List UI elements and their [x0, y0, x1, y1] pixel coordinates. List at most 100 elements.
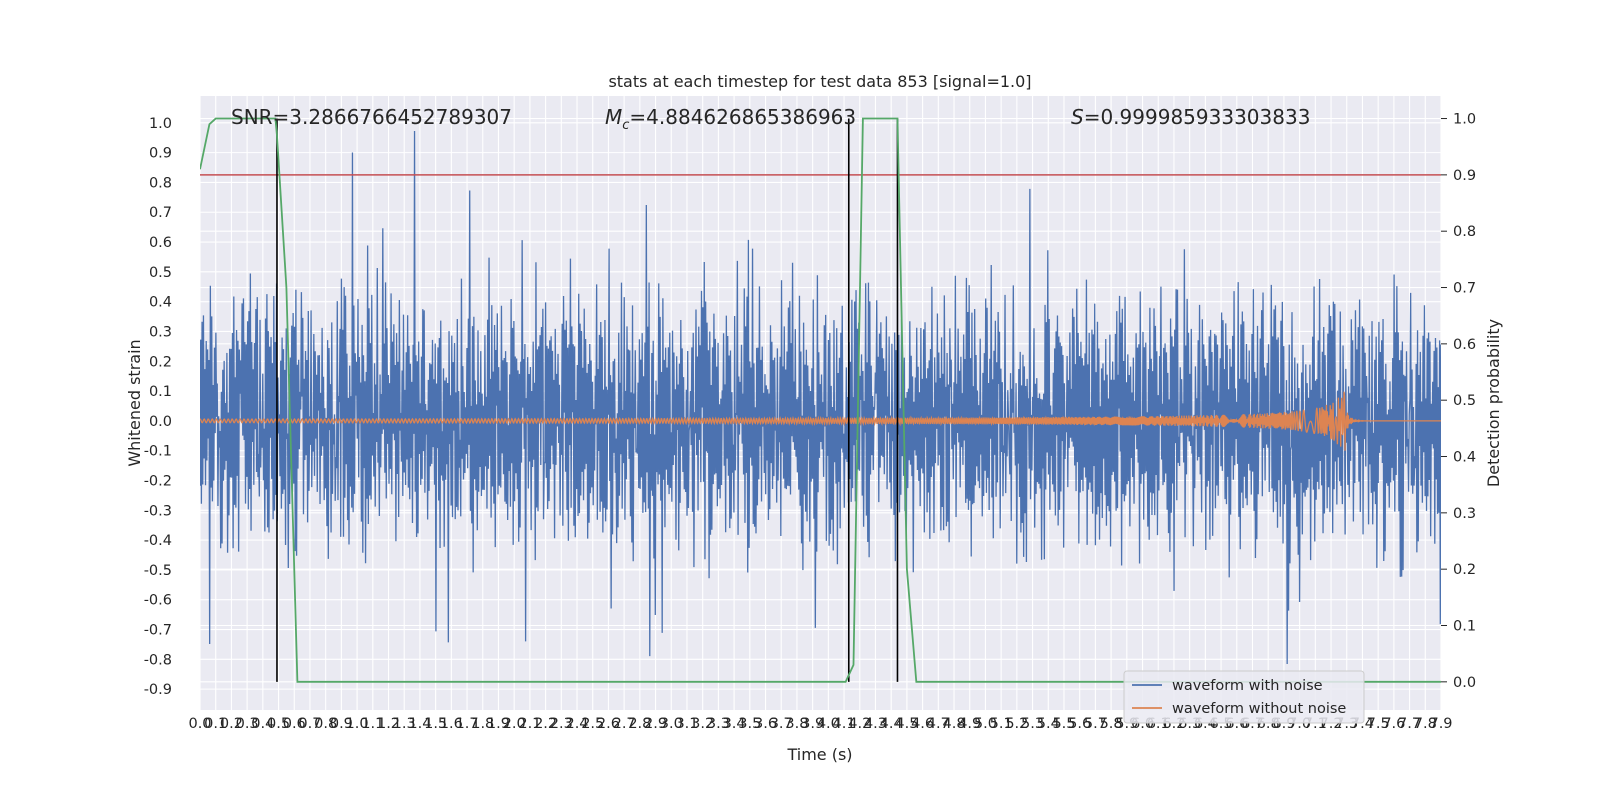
x-tick-label: 7.6 — [1382, 716, 1405, 732]
x-tick-label: 2.6 — [597, 716, 620, 732]
x-tick-label: 5.5 — [1052, 716, 1075, 732]
x-tick-label: 5.7 — [1084, 716, 1107, 732]
x-tick-label: 2.3 — [550, 716, 573, 732]
x-tick-label: 4.9 — [958, 716, 981, 732]
x-tick-label: 2.1 — [518, 716, 541, 732]
x-tick-label: 3.2 — [691, 716, 714, 732]
score-annotation: S=0.999985933303833 — [1071, 105, 1310, 129]
x-tick-label: 4.2 — [848, 716, 871, 732]
legend-label-noise: waveform with noise — [1172, 678, 1323, 694]
x-tick-label: 2.7 — [613, 716, 636, 732]
x-tick-label: 3.5 — [738, 716, 761, 732]
x-tick-label: 1.5 — [424, 716, 447, 732]
plot-content — [200, 117, 1441, 683]
y-left-tick-label: 0.9 — [149, 146, 172, 162]
x-tick-label: 1.0 — [346, 716, 369, 732]
y-left-tick-label: -0.6 — [144, 593, 172, 609]
x-tick-label: 3.9 — [801, 716, 824, 732]
x-tick-label: 7.9 — [1429, 716, 1452, 732]
series-waveform-without-noise — [200, 391, 1441, 451]
x-tick-label: 4.4 — [880, 716, 903, 732]
y-left-tick-label: 0.6 — [149, 235, 172, 251]
y-right-tick-label: 1.0 — [1453, 112, 1476, 128]
x-tick-label: 3.4 — [723, 716, 746, 732]
x-tick-label: 1.3 — [393, 716, 416, 732]
x-tick-label: 0.3 — [236, 716, 259, 732]
x-tick-label: 3.0 — [660, 716, 683, 732]
y-left-tick-label: -0.3 — [144, 503, 172, 519]
x-tick-label: 2.5 — [581, 716, 604, 732]
y-left-tick-label: -0.7 — [144, 623, 172, 639]
x-tick-label: 4.0 — [817, 716, 840, 732]
series-detection-probability — [200, 117, 1441, 683]
y-right-tick-label: 0.6 — [1453, 337, 1476, 353]
x-tick-label: 7.8 — [1414, 716, 1437, 732]
y-left-tick-label: -0.4 — [144, 533, 172, 549]
x-tick-label: 2.0 — [503, 716, 526, 732]
x-tick-label: 0.8 — [314, 716, 337, 732]
x-tick-label: 3.3 — [707, 716, 730, 732]
x-tick-label: 4.6 — [911, 716, 934, 732]
x-tick-label: 5.6 — [1068, 716, 1091, 732]
x-tick-label: 5.2 — [1005, 716, 1028, 732]
snr-annotation: SNR=3.2866766452789307 — [231, 105, 512, 129]
y-right-tick-label: 0.2 — [1453, 562, 1476, 578]
x-tick-label: 1.7 — [456, 716, 479, 732]
x-tick-label: 4.3 — [864, 716, 887, 732]
x-tick-label: 2.2 — [534, 716, 557, 732]
y-left-tick-label: -0.5 — [144, 563, 172, 579]
x-tick-label: 4.7 — [927, 716, 950, 732]
y-left-tick-label: 0.7 — [149, 205, 172, 221]
x-axis-ticks: 0.00.10.20.30.40.50.60.70.80.91.01.11.21… — [188, 716, 1452, 732]
x-tick-label: 0.1 — [204, 716, 227, 732]
y-right-tick-label: 0.1 — [1453, 619, 1476, 635]
x-tick-label: 7.5 — [1367, 716, 1390, 732]
x-tick-label: 0.7 — [298, 716, 321, 732]
x-tick-label: 7.7 — [1398, 716, 1421, 732]
x-axis-label: Time (s) — [786, 745, 852, 764]
x-tick-label: 3.8 — [785, 716, 808, 732]
x-tick-label: 5.4 — [1037, 716, 1060, 732]
y-left-tick-label: 1.0 — [149, 116, 172, 132]
x-tick-label: 4.8 — [942, 716, 965, 732]
y-left-tick-label: 0.2 — [149, 354, 172, 370]
x-tick-label: 2.8 — [628, 716, 651, 732]
y-left-tick-label: -0.8 — [144, 652, 172, 668]
x-tick-label: 0.9 — [330, 716, 353, 732]
y-right-tick-label: 0.4 — [1453, 450, 1476, 466]
x-tick-label: 3.6 — [754, 716, 777, 732]
x-tick-label: 0.0 — [188, 716, 211, 732]
y-left-tick-label: 0.5 — [149, 265, 172, 281]
y-right-tick-label: 0.3 — [1453, 506, 1476, 522]
x-tick-label: 0.5 — [267, 716, 290, 732]
x-tick-label: 1.9 — [487, 716, 510, 732]
legend-box — [1123, 670, 1365, 724]
x-tick-label: 2.4 — [565, 716, 588, 732]
y-right-tick-label: 0.9 — [1453, 168, 1476, 184]
y-left-tick-label: 0.1 — [149, 384, 172, 400]
y-axis-left-ticks: 1.0 0.9 0.8 0.7 0.6 0.5 0.4 0.3 0.2 0.1 0.0 -0.1 -0.… — [144, 116, 172, 698]
y-axis-right-ticks: 1.0 0.9 0.8 0.7 0.6 0.5 0.4 0.3 0.2 0.1 0.0 — [1441, 112, 1476, 691]
y-left-tick-label: 0.8 — [149, 175, 172, 191]
x-tick-label: 0.6 — [283, 716, 306, 732]
x-tick-label: 0.2 — [220, 716, 243, 732]
y-left-tick-label: 0.3 — [149, 324, 172, 340]
series-waveform-with-noise — [200, 130, 1441, 665]
x-tick-label: 4.5 — [895, 716, 918, 732]
legend-label-clean: waveform without noise — [1172, 701, 1346, 717]
x-tick-label: 2.9 — [644, 716, 667, 732]
y-right-tick-label: 0.5 — [1453, 393, 1476, 409]
x-tick-label: 5.0 — [974, 716, 997, 732]
x-tick-label: 1.6 — [440, 716, 463, 732]
x-tick-label: 1.4 — [408, 716, 431, 732]
x-tick-label: 0.4 — [251, 716, 274, 732]
y-right-tick-label: 0.8 — [1453, 224, 1476, 240]
y-axis-left-label: Whitened strain — [125, 339, 144, 466]
x-tick-label: 3.7 — [770, 716, 793, 732]
x-tick-label: 1.1 — [361, 716, 384, 732]
y-left-tick-label: -0.2 — [144, 473, 172, 489]
y-left-tick-label: -0.1 — [144, 444, 172, 460]
x-tick-label: 5.8 — [1100, 716, 1123, 732]
chart-title: stats at each timestep for test data 853… — [608, 72, 1031, 91]
